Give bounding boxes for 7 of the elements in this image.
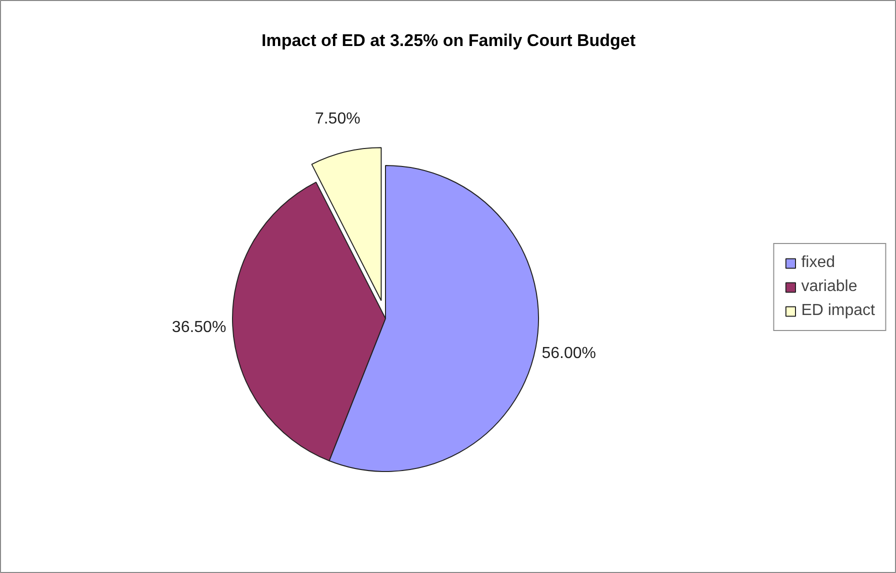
legend-label: fixed <box>801 254 835 272</box>
data-label: 36.50% <box>172 318 226 336</box>
legend-label: variable <box>801 278 858 296</box>
chart-title: Impact of ED at 3.25% on Family Court Budget <box>261 31 636 50</box>
data-label: 56.00% <box>542 344 596 362</box>
data-label: 7.50% <box>314 110 360 128</box>
legend-label: ED impact <box>801 302 875 320</box>
